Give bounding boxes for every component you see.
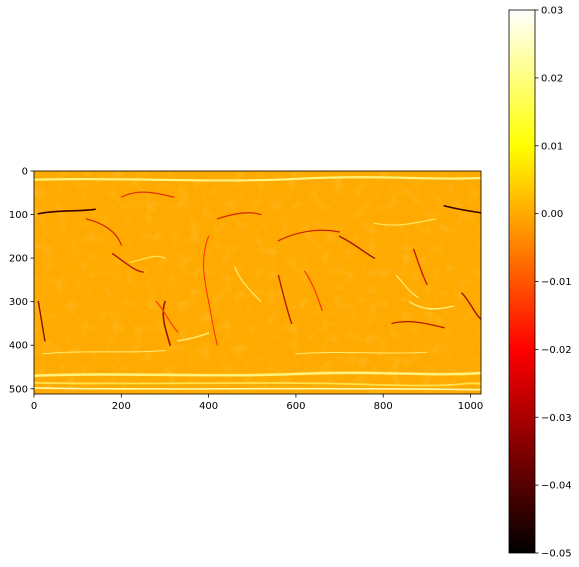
y-axis: 0 100 200 300 400 500 [9, 167, 34, 395]
x-tick-label: 200 [112, 401, 131, 412]
x-tick-label: 800 [374, 401, 393, 412]
relief-stroke [34, 373, 481, 376]
colorbar-tick-label: −0.03 [541, 413, 572, 424]
relief-stroke [296, 352, 427, 354]
heatmap-texture [34, 171, 481, 394]
relief-stroke [163, 302, 170, 346]
relief-stroke [414, 249, 427, 284]
relief-stroke [121, 192, 173, 197]
relief-stroke [156, 302, 178, 332]
relief-stroke [204, 236, 218, 345]
colorbar-tick-label: −0.01 [541, 277, 572, 288]
relief-stroke [113, 254, 144, 272]
colorbar-tick-label: 0.03 [541, 6, 563, 17]
relief-stroke [235, 267, 261, 302]
y-tick-label: 100 [9, 210, 28, 221]
relief-stroke [178, 333, 209, 341]
relief-stroke [43, 350, 165, 353]
heatmap-image [34, 171, 481, 394]
relief-stroke [374, 219, 435, 225]
relief-stroke [34, 383, 481, 386]
relief-stroke [130, 256, 165, 262]
x-tick-label: 1000 [458, 401, 483, 412]
relief-stroke [305, 271, 322, 310]
relief-features [34, 177, 481, 389]
y-tick-label: 500 [9, 384, 28, 395]
relief-stroke [86, 219, 121, 245]
relief-stroke [38, 302, 45, 341]
y-tick-label: 300 [9, 297, 28, 308]
relief-stroke [444, 206, 481, 213]
relief-stroke [392, 322, 444, 328]
x-axis: 0 200 400 600 800 1000 [31, 394, 483, 412]
y-tick-label: 200 [9, 254, 28, 265]
relief-stroke [34, 388, 481, 390]
colorbar-axis: 0.03 0.02 0.01 0.00 −0.01 −0.02 −0.03 −0.04 −0.0… [535, 6, 572, 560]
relief-stroke [396, 276, 418, 298]
x-tick-label: 400 [199, 401, 218, 412]
colorbar-tick-label: −0.04 [541, 481, 572, 492]
relief-stroke [462, 293, 481, 319]
relief-stroke [278, 276, 291, 324]
y-tick-label: 0 [22, 167, 28, 178]
relief-stroke [340, 236, 375, 258]
colorbar [508, 9, 536, 554]
relief-stroke [34, 177, 481, 180]
x-tick-label: 0 [31, 401, 37, 412]
relief-stroke [217, 213, 261, 219]
colorbar-tick-label: 0.01 [541, 141, 563, 152]
y-tick-label: 400 [9, 341, 28, 352]
colorbar-tick-label: −0.02 [541, 345, 572, 356]
relief-stroke [409, 302, 453, 309]
colorbar-tick-label: 0.02 [541, 73, 563, 84]
relief-stroke [38, 209, 95, 213]
colorbar-tick-label: 0.00 [541, 209, 563, 220]
x-tick-label: 600 [286, 401, 305, 412]
relief-stroke [278, 230, 339, 240]
colorbar-tick-label: −0.05 [541, 549, 572, 560]
heatmap-frame [33, 170, 482, 395]
